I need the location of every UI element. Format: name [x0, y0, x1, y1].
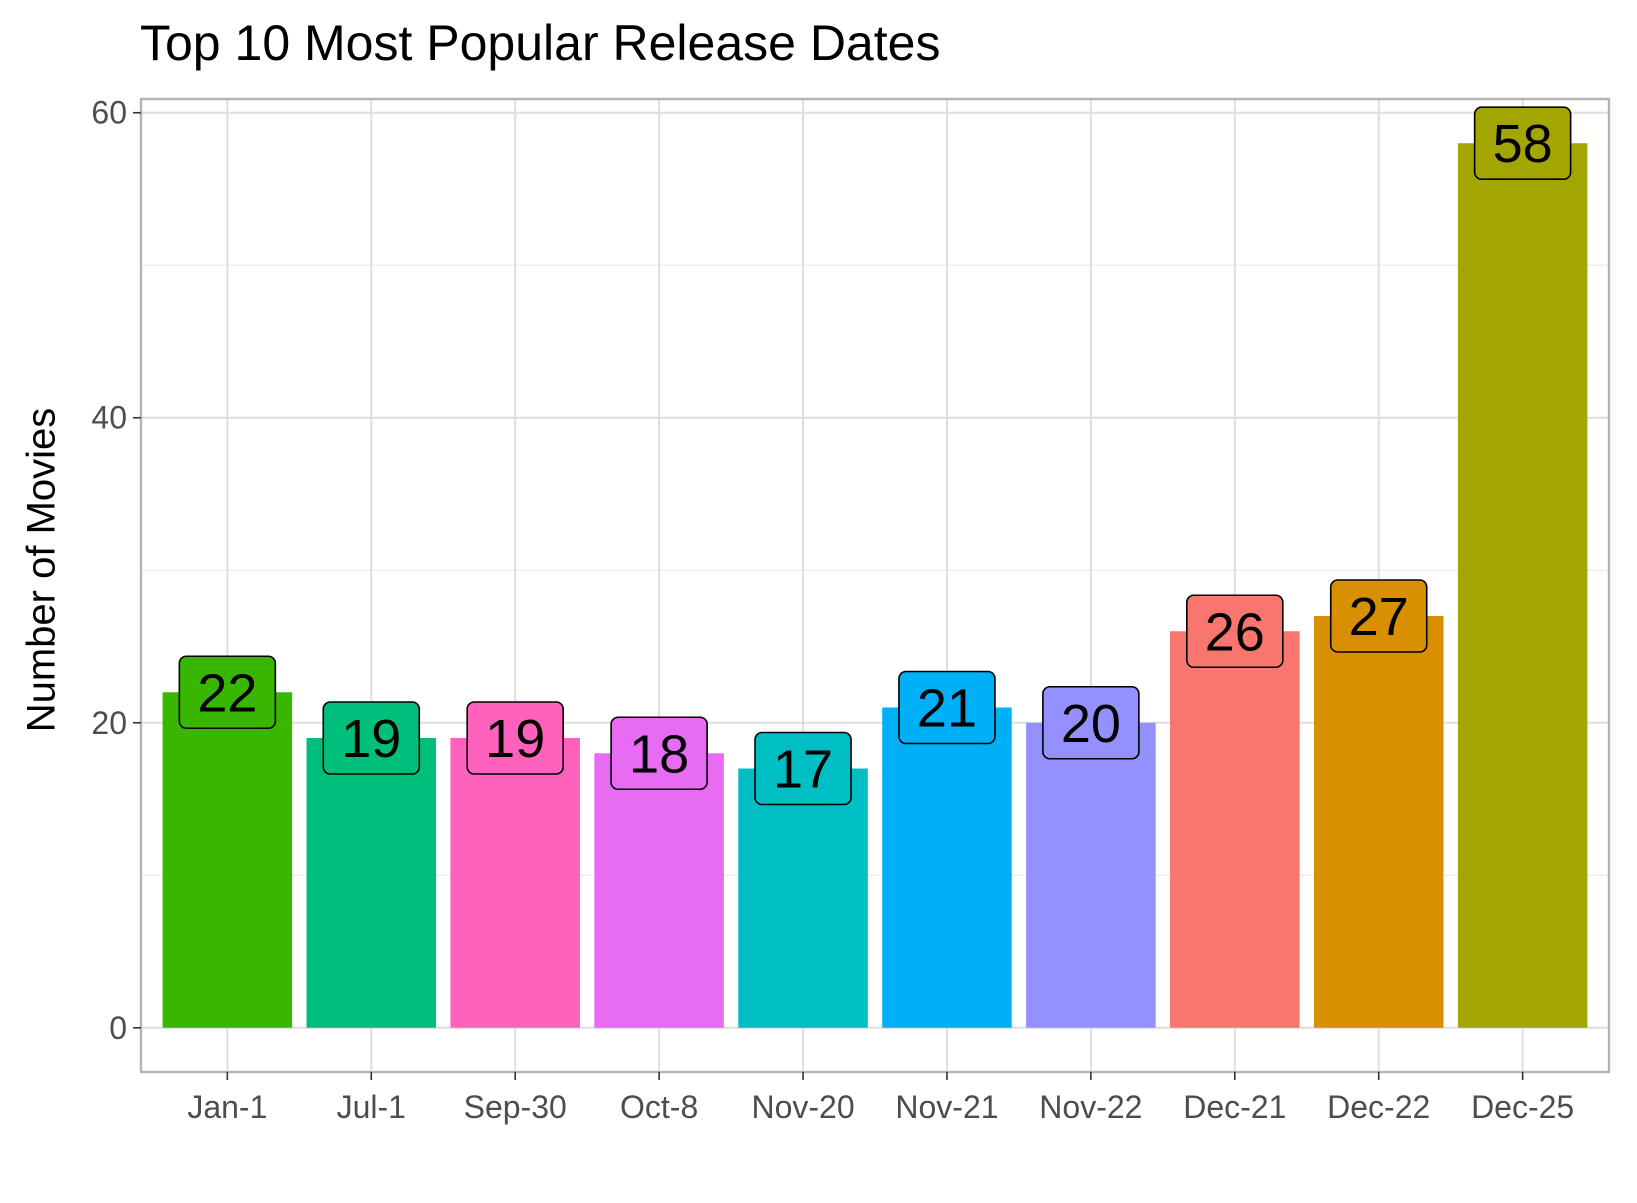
- x-tick-label: Jan-1: [187, 1089, 267, 1125]
- x-tick-label: Dec-21: [1183, 1089, 1286, 1125]
- x-tick-label: Jul-1: [337, 1089, 406, 1125]
- x-tick-label: Nov-20: [751, 1089, 854, 1125]
- data-label: 17: [773, 740, 833, 800]
- data-label: 58: [1493, 114, 1553, 174]
- data-label: 26: [1205, 602, 1265, 662]
- y-tick-label: 20: [91, 705, 127, 741]
- bar: [1313, 616, 1444, 1028]
- x-tick-label: Dec-22: [1327, 1089, 1430, 1125]
- x-tick-label: Nov-21: [895, 1089, 998, 1125]
- data-label: 19: [485, 709, 545, 769]
- x-tick-label: Sep-30: [464, 1089, 567, 1125]
- data-label-box: [1473, 106, 1572, 181]
- y-tick-label: 60: [91, 95, 127, 131]
- bar: [594, 753, 724, 1028]
- data-label-box: [754, 731, 852, 806]
- data-label: 27: [1349, 587, 1409, 647]
- data-label: 20: [1061, 694, 1121, 754]
- x-tick-label: Dec-25: [1471, 1089, 1574, 1125]
- data-label-box: [610, 716, 708, 791]
- data-label-box: [1186, 594, 1284, 669]
- data-label-box: [1042, 685, 1140, 760]
- y-tick-label: 0: [109, 1010, 127, 1046]
- data-label: 19: [341, 709, 401, 769]
- bar: [1457, 143, 1588, 1028]
- data-label: 22: [197, 663, 257, 723]
- chart-title: Top 10 Most Popular Release Dates: [140, 15, 941, 71]
- bar: [738, 768, 868, 1028]
- bar: [1026, 722, 1156, 1028]
- data-label: 18: [629, 724, 689, 784]
- data-label: 21: [917, 679, 977, 739]
- bar: [306, 738, 437, 1028]
- x-tick-label: Nov-22: [1039, 1089, 1142, 1125]
- data-label-box: [178, 655, 277, 730]
- data-label-box: [898, 670, 996, 745]
- data-label-box: [466, 701, 564, 775]
- bar: [1170, 631, 1300, 1028]
- y-tick-label: 40: [91, 400, 127, 436]
- bar: [450, 738, 580, 1028]
- bar: [882, 707, 1012, 1028]
- bar: [162, 692, 293, 1028]
- data-label-box: [322, 701, 421, 775]
- x-tick-label: Oct-8: [620, 1089, 698, 1125]
- data-label-box: [1329, 579, 1428, 653]
- panel-border: [139, 97, 1611, 1074]
